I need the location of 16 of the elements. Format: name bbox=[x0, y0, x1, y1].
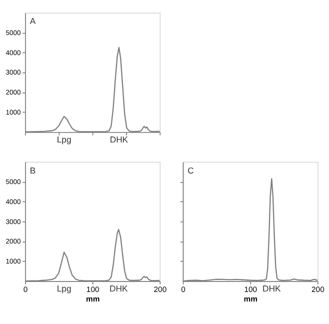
x-axis-title: mm bbox=[86, 294, 100, 304]
chart-title: A bbox=[30, 16, 36, 26]
x-tick-label: 200 bbox=[312, 285, 324, 294]
text: Lpg bbox=[56, 284, 72, 294]
x-tick-label: 200 bbox=[154, 285, 167, 294]
chart-title: C bbox=[188, 165, 194, 176]
text: DHK bbox=[262, 284, 282, 294]
x-tick-label: 100 bbox=[86, 285, 100, 294]
x-axis-title: mm bbox=[244, 294, 258, 304]
text: Lpg bbox=[56, 134, 72, 145]
x-tick-label: 0 bbox=[23, 285, 28, 294]
x-tick-label: 100 bbox=[244, 285, 258, 294]
text: DHK bbox=[110, 134, 128, 145]
text: DHK bbox=[109, 284, 128, 294]
x-tick-label: 0 bbox=[181, 285, 186, 294]
chart-title: B bbox=[30, 165, 36, 176]
